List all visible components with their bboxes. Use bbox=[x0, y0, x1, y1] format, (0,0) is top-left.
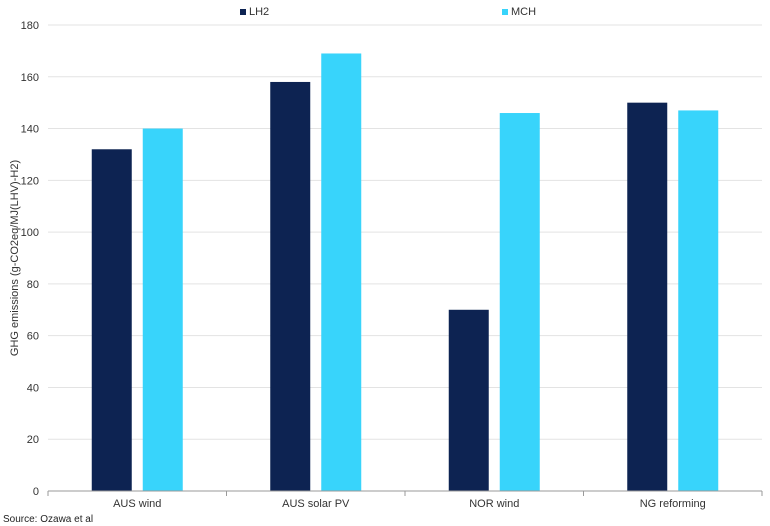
bars bbox=[91, 53, 719, 492]
y-tick-label: 80 bbox=[27, 279, 39, 291]
source-note: Source: Ozawa et al bbox=[3, 514, 94, 525]
bar-lh2-ng-reforming bbox=[627, 102, 668, 492]
legend-label-mch: MCH bbox=[511, 6, 536, 18]
bar-lh2-aus-solar-pv bbox=[270, 81, 311, 491]
y-tick-label: 140 bbox=[21, 124, 39, 136]
y-tick-label: 180 bbox=[21, 20, 39, 32]
y-axis-title: GHG emissions (g-CO2eq/MJ(LHV)-H2) bbox=[9, 160, 21, 356]
bar-mch-ng-reforming bbox=[678, 110, 719, 491]
y-tick-label: 100 bbox=[21, 227, 39, 239]
x-category-label: NG reforming bbox=[640, 498, 706, 510]
y-tick-label: 60 bbox=[27, 331, 39, 343]
bar-lh2-nor-wind bbox=[448, 309, 489, 491]
bar-lh2-aus-wind bbox=[91, 149, 132, 491]
axes: 0 20 40 60 80 100 120 140 160 180 AUS wind AUS sola… bbox=[21, 20, 763, 510]
legend-swatch-lh2 bbox=[240, 9, 246, 15]
y-tick-label: 120 bbox=[21, 175, 39, 187]
y-tick-label: 40 bbox=[27, 382, 39, 394]
legend: LH2 MCH bbox=[240, 6, 536, 18]
x-category-label: NOR wind bbox=[469, 498, 519, 510]
bar-mch-aus-solar-pv bbox=[321, 53, 362, 491]
x-category-label: AUS wind bbox=[113, 498, 161, 510]
x-category-label: AUS solar PV bbox=[282, 498, 350, 510]
bar-mch-aus-wind bbox=[142, 128, 183, 492]
legend-label-lh2: LH2 bbox=[249, 6, 269, 18]
y-tick-label: 0 bbox=[33, 486, 39, 498]
bar-mch-nor-wind bbox=[499, 113, 540, 492]
y-tick-label: 160 bbox=[21, 72, 39, 84]
y-tick-label: 20 bbox=[27, 434, 39, 446]
legend-swatch-mch bbox=[502, 9, 508, 15]
